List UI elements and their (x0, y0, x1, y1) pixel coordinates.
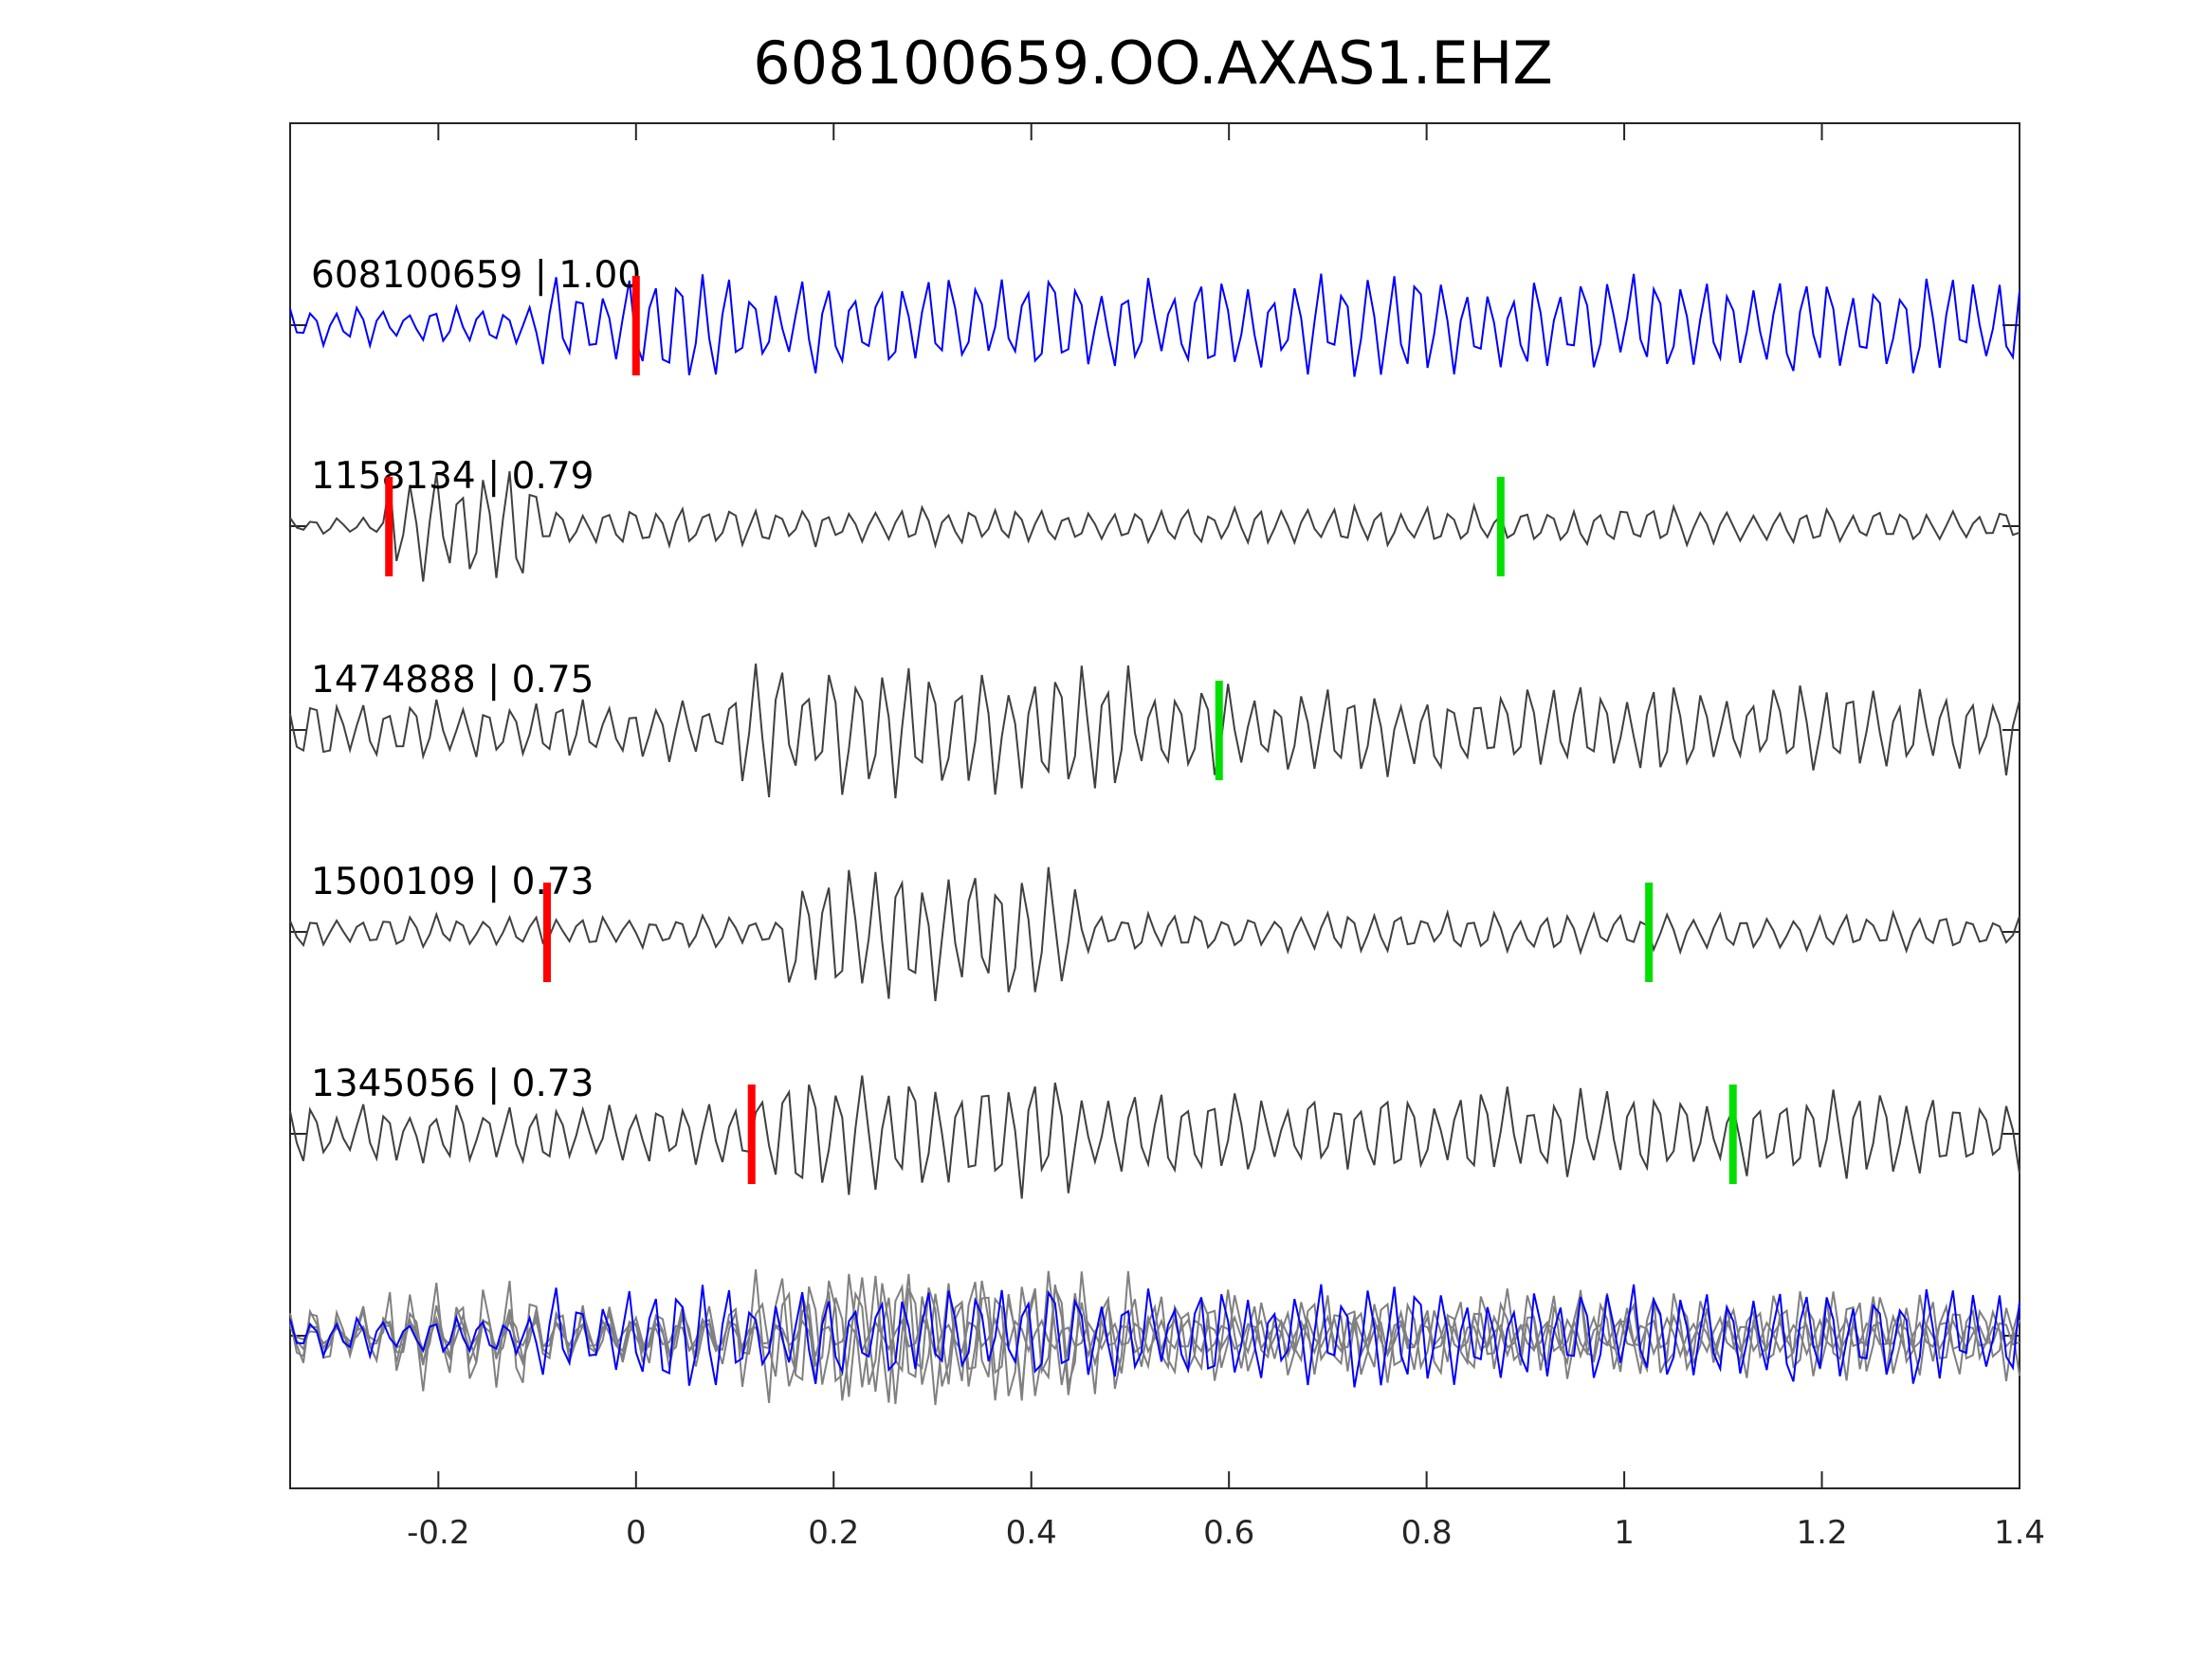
x-tick-label: 0.2 (808, 1514, 859, 1552)
trace-1474888 (289, 663, 2020, 799)
stacked-trace-608100659 (289, 1284, 2020, 1388)
trace-label: 1500109 | 0.73 (311, 861, 594, 903)
trace-label: 1158134 | 0.79 (311, 455, 594, 498)
x-tick-label: 0.6 (1203, 1514, 1254, 1552)
trace-label: 1345056 | 0.73 (311, 1063, 594, 1105)
trace-608100659 (289, 273, 2020, 377)
x-tick-label: 0.8 (1401, 1514, 1453, 1552)
trace-label: 608100659 | 1.00 (311, 254, 641, 297)
axes-frame (289, 122, 2020, 1489)
x-tick-label: 0 (626, 1514, 647, 1552)
trace-1158134 (289, 471, 2020, 582)
x-tick-label: 0.4 (1006, 1514, 1057, 1552)
chart-title: 608100659.OO.AXAS1.EHZ (753, 28, 1553, 98)
x-tick-label: 1.4 (1994, 1514, 2045, 1552)
x-tick-label: 1.2 (1797, 1514, 1848, 1552)
trace-label: 1474888 | 0.75 (311, 659, 594, 702)
x-tick-label: -0.2 (407, 1514, 469, 1552)
x-tick-label: 1 (1614, 1514, 1635, 1552)
trace-1500109 (289, 866, 2020, 1002)
